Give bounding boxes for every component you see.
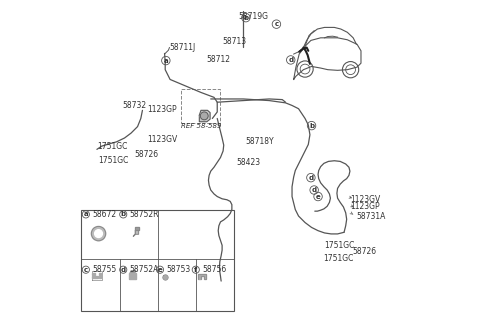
Text: 58711J: 58711J [169, 43, 196, 52]
Text: 58713: 58713 [222, 36, 246, 46]
Polygon shape [130, 271, 136, 273]
Text: c: c [275, 21, 278, 27]
Text: 1123GV: 1123GV [147, 135, 178, 144]
Text: 1123GP: 1123GP [147, 105, 177, 114]
Text: d: d [308, 174, 313, 181]
Circle shape [95, 230, 102, 237]
Text: REF 58-589: REF 58-589 [181, 123, 221, 129]
Polygon shape [133, 230, 139, 236]
Text: 58423: 58423 [237, 158, 261, 167]
Bar [181, 89, 220, 123]
Text: 58726: 58726 [134, 151, 158, 159]
Text: 58672: 58672 [92, 210, 116, 219]
Text: b: b [243, 15, 249, 21]
Polygon shape [198, 274, 206, 279]
Polygon shape [135, 227, 139, 230]
Text: 1751GC: 1751GC [98, 156, 129, 165]
Text: 58718Y: 58718Y [246, 137, 275, 146]
Text: a: a [164, 58, 168, 64]
Circle shape [91, 226, 106, 241]
Bar [98, 276, 101, 278]
Bar [95, 276, 98, 278]
Text: 1751GC: 1751GC [97, 142, 127, 151]
Text: 58752A: 58752A [130, 265, 159, 274]
Text: 58719G: 58719G [239, 12, 268, 22]
Text: 58756: 58756 [202, 265, 226, 274]
Text: 58712: 58712 [207, 55, 231, 64]
Text: 58726: 58726 [352, 247, 376, 256]
Bar [92, 273, 95, 275]
Text: a: a [84, 212, 88, 217]
Text: 58732: 58732 [122, 101, 146, 110]
Text: 1123GP: 1123GP [350, 202, 380, 212]
Text: c: c [84, 267, 88, 273]
Text: 1751GC: 1751GC [323, 254, 353, 263]
Text: e: e [157, 267, 162, 273]
Text: d: d [120, 267, 126, 273]
Bar [81, 210, 234, 311]
Text: 58753: 58753 [166, 265, 191, 274]
Bar [98, 273, 101, 275]
Text: 58752R: 58752R [130, 210, 159, 219]
Text: 1751GC: 1751GC [324, 241, 354, 251]
Text: 1123GV: 1123GV [350, 195, 381, 204]
Text: b: b [309, 123, 314, 129]
Text: 58755: 58755 [92, 265, 116, 274]
Text: d: d [288, 57, 293, 63]
Polygon shape [199, 110, 210, 122]
Bar [129, 273, 136, 279]
Bar [92, 276, 95, 278]
Text: b: b [120, 212, 126, 217]
Text: f: f [194, 267, 197, 273]
Text: 58731A: 58731A [357, 212, 386, 220]
Circle shape [200, 112, 208, 120]
Text: e: e [316, 194, 321, 199]
Text: d: d [312, 187, 317, 193]
